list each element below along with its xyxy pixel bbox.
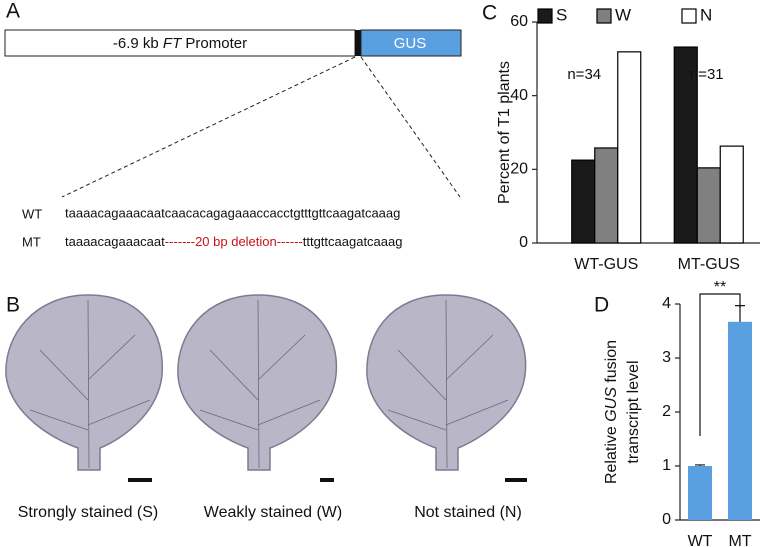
leaf [5,294,164,471]
bar [719,145,744,244]
y-tick-label: 0 [519,234,528,251]
y-tick-label: 1 [662,457,671,474]
leaf-caption: Strongly stained (S) [18,504,159,521]
scale-bar [320,478,334,482]
leaf-images [5,294,527,471]
y-tick-label: 3 [662,349,671,366]
bar [571,159,596,244]
x-tick-label: MT [728,533,751,547]
legend-swatch [681,8,697,24]
panel-letter: D [594,294,609,317]
leaf-veins [29,299,509,469]
significance-label: ** [714,279,726,296]
mutation-site [355,30,361,56]
panel-letter: B [6,294,20,317]
zoom-line [360,56,461,198]
panel-letter: A [6,0,20,23]
y-tick-label: 40 [510,87,528,104]
promoter-label: -6.9 kb FT Promoter [113,35,247,52]
leaf-caption: Weakly stained (W) [204,504,342,521]
legend-swatch [537,8,553,24]
x-tick-label: MT-GUS [678,256,740,273]
wt-label: WT [22,206,42,221]
significance-bracket [699,293,741,436]
y-axis-label: Percent of T1 plants [496,61,513,204]
x-tick-label: WT [688,533,713,547]
bar [728,321,752,520]
legend-label: S [556,5,567,24]
panel-letter: C [482,2,497,25]
legend-label: N [700,5,712,24]
error-bar [735,305,745,322]
mt-sequence: taaaacagaaacaat-------20 bp deletion----… [65,234,402,249]
zoom-line [61,56,356,198]
y-tick-label: 2 [662,403,671,420]
y-axis-label: transcript level [625,360,642,463]
promoter-box [4,29,356,57]
mt-label: MT [22,234,41,249]
y-axis-label: Relative GUS fusion [603,340,620,484]
x-tick-label: WT-GUS [574,256,638,273]
y-tick-label: 20 [510,161,528,178]
annotation: n=34 [567,66,601,83]
bar [617,51,642,244]
scale-bar [128,478,152,482]
annotation: n=31 [690,66,724,83]
bar [673,46,698,244]
wt-sequence: taaaacagaaacaatcaacacagagaaaccacctgtttgt… [65,205,400,220]
bar [594,147,619,244]
leaf [177,294,338,471]
y-tick-label: 60 [510,13,528,30]
legend-swatch [596,8,612,24]
y-tick-label: 4 [662,295,671,312]
y-tick-label: 0 [662,511,671,528]
bar [696,167,721,244]
leaf-caption: Not stained (N) [414,504,522,521]
bar [688,466,712,520]
scale-bar [505,478,527,482]
error-bar [695,464,705,466]
reporter-box [360,29,462,57]
reporter-label: GUS [394,35,427,52]
legend-label: W [615,5,631,24]
